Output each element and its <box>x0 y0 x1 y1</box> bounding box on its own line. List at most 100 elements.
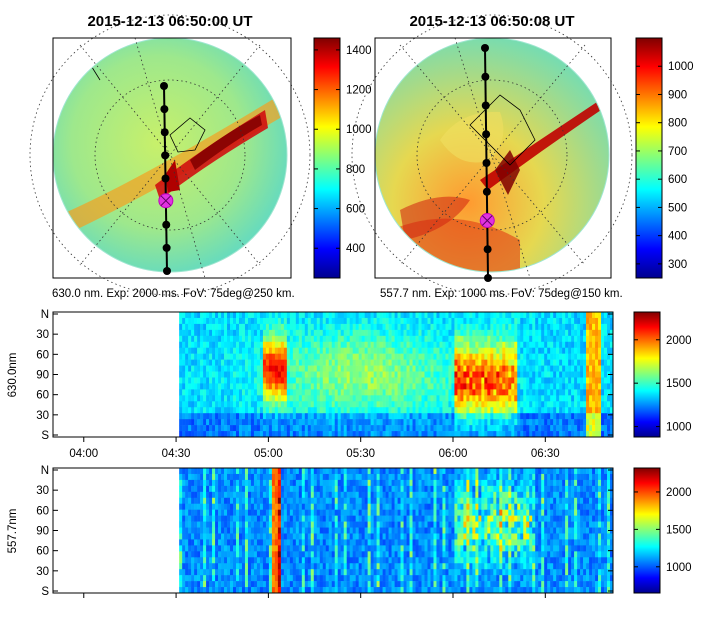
keogram-cell <box>346 431 350 438</box>
keogram-cell <box>601 419 605 426</box>
keogram-cell <box>343 587 348 594</box>
keogram-cell <box>295 521 300 528</box>
keogram-cell <box>212 341 216 349</box>
colorbar-tick-label: 500 <box>668 202 687 214</box>
keogram-cell <box>337 473 342 481</box>
keogram-cell <box>346 407 350 414</box>
keogram-cell <box>394 485 398 493</box>
keogram-cell <box>592 401 596 408</box>
keogram-cell <box>523 365 527 372</box>
keogram-cell <box>253 551 258 558</box>
keogram-cell <box>259 468 264 475</box>
keogram-cell <box>322 485 327 493</box>
keogram-cell <box>373 401 377 408</box>
keogram-cell <box>478 323 482 331</box>
keogram-cell <box>460 365 464 372</box>
keogram-cell <box>337 401 342 408</box>
keogram-cell <box>574 401 578 408</box>
keogram-cell <box>337 323 342 331</box>
keogram-cell <box>289 323 294 331</box>
keogram-cell <box>427 479 431 487</box>
keogram-cell <box>286 383 291 390</box>
keogram-cell <box>238 497 243 505</box>
keogram-cell <box>185 401 189 408</box>
keogram-cell <box>439 335 443 343</box>
keogram-cell <box>265 503 270 510</box>
keogram-cell <box>349 527 353 534</box>
keogram-cell <box>349 587 353 594</box>
keogram-cell <box>268 395 273 402</box>
keogram-cell <box>385 395 389 402</box>
keogram-cell <box>185 587 189 594</box>
keogram-cell <box>499 353 503 360</box>
keogram-cell <box>221 587 225 594</box>
keogram-cell <box>200 551 204 558</box>
keogram-cell <box>478 377 482 384</box>
keogram-cell <box>322 533 327 540</box>
keogram-cell <box>424 317 428 325</box>
keogram-cell <box>206 425 210 432</box>
keogram-cell <box>376 551 380 558</box>
keogram-cell <box>358 503 362 510</box>
keogram-cell <box>394 329 398 337</box>
keogram-cell <box>355 359 359 366</box>
keogram-cell <box>325 323 330 331</box>
keogram-cell <box>544 347 548 354</box>
keogram-cell <box>328 575 333 582</box>
keogram-cell <box>250 563 255 570</box>
keogram-cell <box>262 515 267 522</box>
keogram-cell <box>367 479 371 487</box>
keogram-cell <box>304 347 309 354</box>
keogram-cell <box>209 497 213 505</box>
keogram-cell <box>532 359 536 366</box>
keogram-cell <box>580 407 584 414</box>
keogram-cell <box>244 389 249 396</box>
keogram-cell <box>262 365 267 372</box>
keogram-cell <box>430 377 434 384</box>
keogram-cell <box>409 551 413 558</box>
keogram-cell <box>313 323 318 331</box>
keogram-cell <box>529 365 533 372</box>
keogram-cell <box>376 353 380 360</box>
keogram-cell <box>394 515 398 522</box>
keogram-cell <box>262 383 267 390</box>
keogram-cell <box>215 545 219 552</box>
keogram-cell <box>224 431 228 438</box>
keogram-cell <box>367 581 371 588</box>
keogram-cell <box>418 581 422 588</box>
keogram-cell <box>361 581 365 588</box>
keogram-cell <box>283 323 288 331</box>
keogram-cell <box>583 413 587 420</box>
keogram-cell <box>209 485 213 493</box>
keogram-cell <box>322 377 327 384</box>
keogram-cell <box>418 347 422 354</box>
keogram-cell <box>556 401 560 408</box>
keogram-cell <box>358 533 362 540</box>
keogram-cell <box>304 515 309 522</box>
keogram-cell <box>493 413 497 420</box>
keogram-cell <box>179 377 183 384</box>
keogram-cell <box>505 407 509 414</box>
keogram-cell <box>418 323 422 331</box>
keogram-cell <box>370 539 374 546</box>
keogram-cell <box>610 395 614 402</box>
keogram-cell <box>556 371 560 378</box>
keogram-cell <box>406 581 410 588</box>
keogram-cell <box>448 365 452 372</box>
keogram-cell <box>541 347 545 354</box>
keogram-cell <box>227 485 231 493</box>
keogram-cell <box>277 569 282 576</box>
keogram-cell <box>230 509 234 516</box>
keogram-cell <box>334 425 339 432</box>
keogram-cell <box>328 545 333 552</box>
keogram-cell <box>265 383 270 390</box>
keogram-cell <box>224 539 228 546</box>
keogram-cell <box>355 551 359 558</box>
keogram-cell <box>259 431 264 438</box>
keogram-cell <box>484 341 488 349</box>
keogram-cell <box>295 323 300 331</box>
keogram-cell <box>182 485 186 493</box>
keogram-cell <box>562 341 566 349</box>
keogram-cell <box>514 312 518 319</box>
keogram-cell <box>218 485 222 493</box>
